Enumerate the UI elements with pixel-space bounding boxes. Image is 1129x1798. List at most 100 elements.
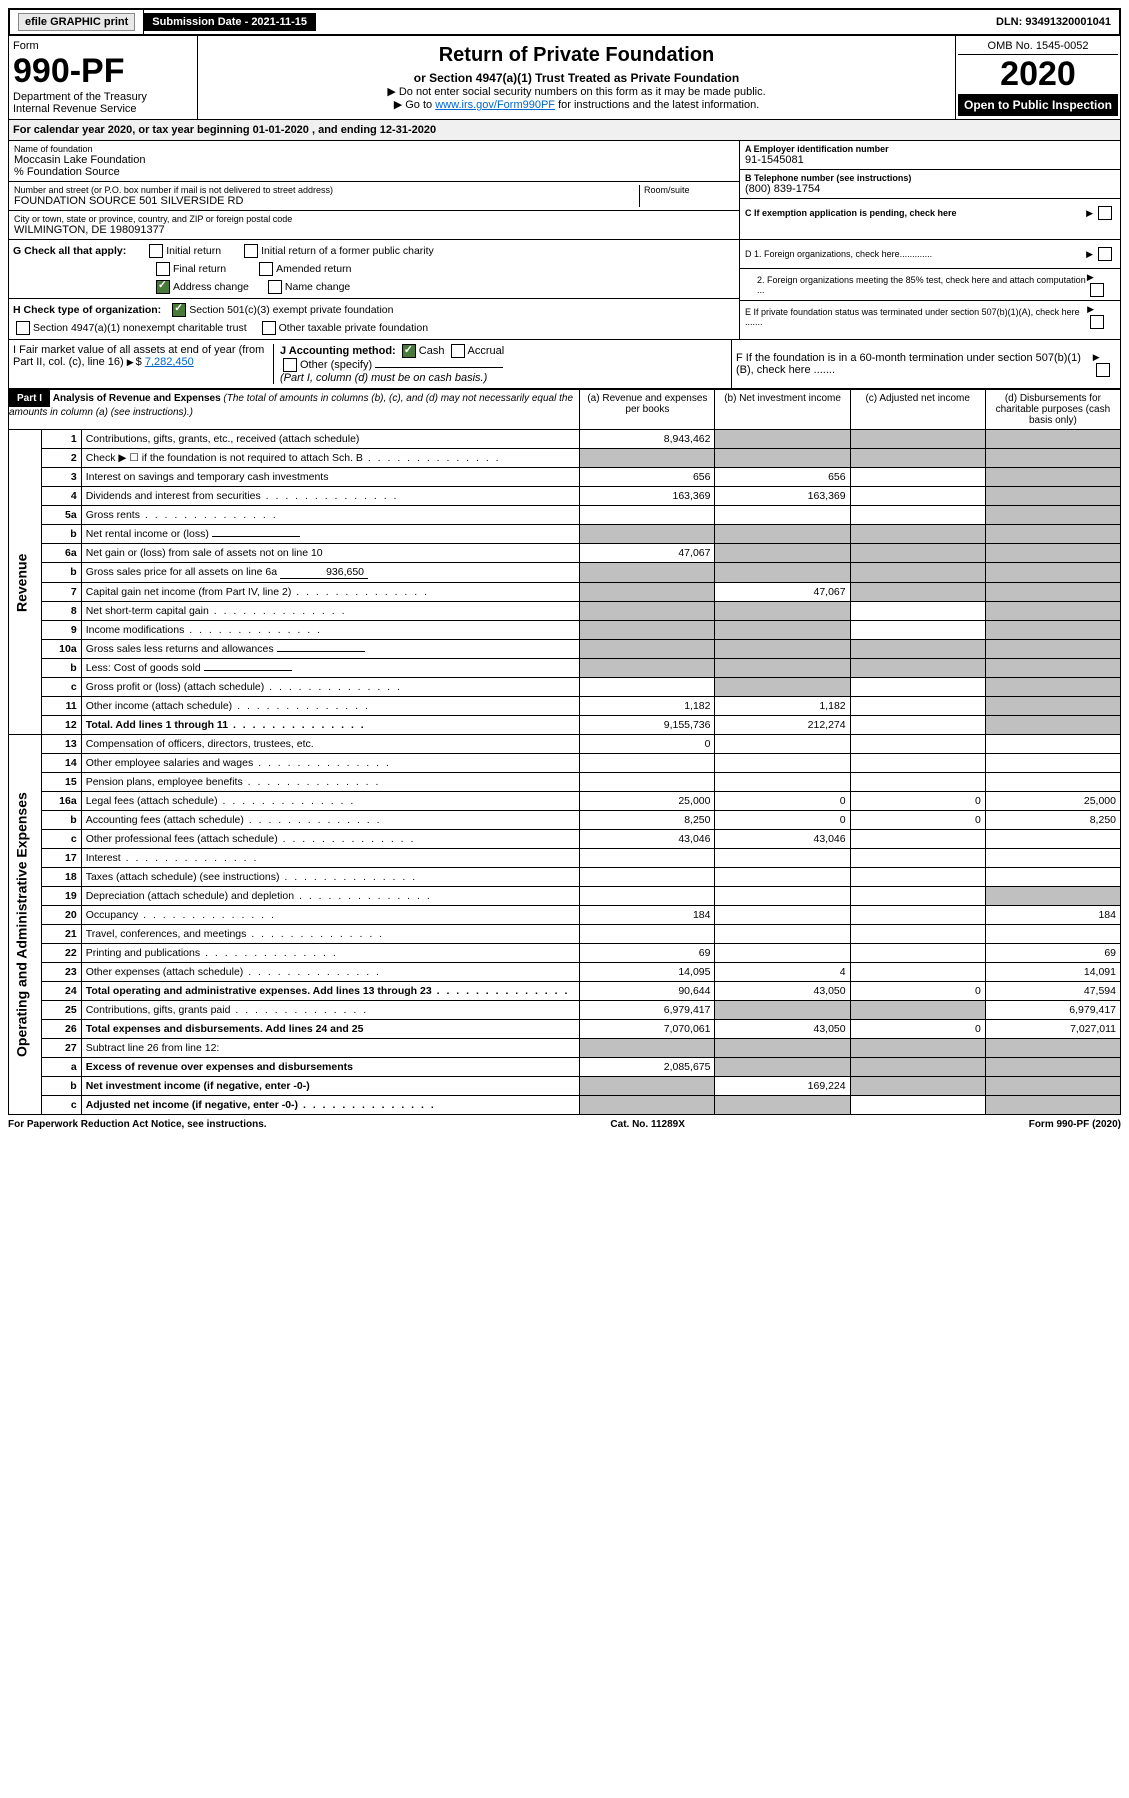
ein-cell: A Employer identification number 91-1545… <box>740 141 1120 170</box>
row-val-b <box>715 659 850 678</box>
table-row: 16aLegal fees (attach schedule)25,000002… <box>9 792 1121 811</box>
row-desc: Other income (attach schedule) <box>81 697 580 716</box>
initial-return-checkbox[interactable] <box>149 244 163 258</box>
row-number: 11 <box>41 697 81 716</box>
row-val-d <box>985 1096 1120 1115</box>
row-desc: Less: Cost of goods sold <box>81 659 580 678</box>
row-val-a <box>580 621 715 640</box>
address-change-checkbox[interactable] <box>156 280 170 294</box>
row-desc: Net investment income (if negative, ente… <box>81 1077 580 1096</box>
foundation-info: Name of foundation Moccasin Lake Foundat… <box>8 141 1121 240</box>
final-return-checkbox[interactable] <box>156 262 170 276</box>
table-row: 26Total expenses and disbursements. Add … <box>9 1020 1121 1039</box>
exemption-checkbox[interactable] <box>1098 206 1112 220</box>
row-number: b <box>41 525 81 544</box>
other-taxable-checkbox[interactable] <box>262 321 276 335</box>
row-desc: Excess of revenue over expenses and disb… <box>81 1058 580 1077</box>
row-val-d <box>985 1039 1120 1058</box>
efile-print-button[interactable]: efile GRAPHIC print <box>10 10 144 34</box>
table-row: 8Net short-term capital gain <box>9 602 1121 621</box>
row-val-c: 0 <box>850 982 985 1001</box>
row-val-b: 47,067 <box>715 583 850 602</box>
row-number: 12 <box>41 716 81 735</box>
row-val-a <box>580 887 715 906</box>
row-val-a <box>580 602 715 621</box>
other-specify-checkbox[interactable] <box>283 358 297 372</box>
row-val-c <box>850 449 985 468</box>
row-val-b <box>715 1058 850 1077</box>
cash-checkbox[interactable] <box>402 344 416 358</box>
row-val-a: 7,070,061 <box>580 1020 715 1039</box>
row-val-d <box>985 468 1120 487</box>
phone-label: B Telephone number (see instructions) <box>745 173 911 183</box>
irs-link[interactable]: www.irs.gov/Form990PF <box>435 99 555 111</box>
row-val-b <box>715 1039 850 1058</box>
row-val-b <box>715 506 850 525</box>
f-checkbox[interactable] <box>1096 363 1110 377</box>
other-specify-label: Other (specify) <box>300 359 372 371</box>
row-val-a <box>580 563 715 583</box>
row-val-c <box>850 1001 985 1020</box>
ein-label: A Employer identification number <box>745 144 889 154</box>
row-desc: Occupancy <box>81 906 580 925</box>
paperwork-notice: For Paperwork Reduction Act Notice, see … <box>8 1119 267 1130</box>
table-row: 18Taxes (attach schedule) (see instructi… <box>9 868 1121 887</box>
table-row: bGross sales price for all assets on lin… <box>9 563 1121 583</box>
row-val-c <box>850 716 985 735</box>
d2-label: 2. Foreign organizations meeting the 85%… <box>745 275 1087 295</box>
table-row: bAccounting fees (attach schedule)8,2500… <box>9 811 1121 830</box>
row-number: 1 <box>41 430 81 449</box>
part1-title: Analysis of Revenue and Expenses <box>53 393 221 404</box>
accrual-checkbox[interactable] <box>451 344 465 358</box>
nonexempt-checkbox[interactable] <box>16 321 30 335</box>
fmv-link[interactable]: 7,282,450 <box>145 356 194 368</box>
row-val-b <box>715 525 850 544</box>
row-val-b <box>715 925 850 944</box>
inst2-pre: ▶ Go to <box>394 99 435 111</box>
row-val-c <box>850 525 985 544</box>
exemption-cell: C If exemption application is pending, c… <box>740 199 1120 227</box>
table-row: 21Travel, conferences, and meetings <box>9 925 1121 944</box>
row-val-d <box>985 1058 1120 1077</box>
table-row: cGross profit or (loss) (attach schedule… <box>9 678 1121 697</box>
row-val-a: 8,943,462 <box>580 430 715 449</box>
table-row: 10aGross sales less returns and allowanc… <box>9 640 1121 659</box>
d-e-col: D 1. Foreign organizations, check here..… <box>739 240 1120 339</box>
row-val-b: 43,050 <box>715 1020 850 1039</box>
d1-checkbox[interactable] <box>1098 247 1112 261</box>
form-number-box: Form 990-PF Department of the Treasury I… <box>9 36 198 119</box>
row-number: 20 <box>41 906 81 925</box>
form-ref: Form 990-PF (2020) <box>1029 1119 1121 1130</box>
row-val-b: 1,182 <box>715 697 850 716</box>
form-header: Form 990-PF Department of the Treasury I… <box>8 36 1121 120</box>
row-val-d: 14,091 <box>985 963 1120 982</box>
j-label: J Accounting method: <box>280 345 396 357</box>
501c3-checkbox[interactable] <box>172 303 186 317</box>
row-val-a: 184 <box>580 906 715 925</box>
g-label: G Check all that apply: <box>13 245 126 257</box>
part1-label: Part I <box>9 390 50 407</box>
row-val-c <box>850 1039 985 1058</box>
row-number: 25 <box>41 1001 81 1020</box>
name-change-checkbox[interactable] <box>268 280 282 294</box>
table-row: 22Printing and publications6969 <box>9 944 1121 963</box>
row-number: b <box>41 563 81 583</box>
name-change-label: Name change <box>285 281 350 293</box>
top-bar: efile GRAPHIC print Submission Date - 20… <box>8 8 1121 36</box>
table-row: 17Interest <box>9 849 1121 868</box>
amended-return-checkbox[interactable] <box>259 262 273 276</box>
initial-former-checkbox[interactable] <box>244 244 258 258</box>
row-val-b <box>715 1001 850 1020</box>
row-val-d: 8,250 <box>985 811 1120 830</box>
form-instruction-1: ▶ Do not enter social security numbers o… <box>202 85 951 98</box>
d2-checkbox[interactable] <box>1090 283 1104 297</box>
foundation-name-cell: Name of foundation Moccasin Lake Foundat… <box>9 141 739 182</box>
row-val-d <box>985 525 1120 544</box>
row-desc: Net short-term capital gain <box>81 602 580 621</box>
e-checkbox[interactable] <box>1090 315 1104 329</box>
row-number: 8 <box>41 602 81 621</box>
row-val-c <box>850 849 985 868</box>
row-val-b <box>715 544 850 563</box>
table-row: 5aGross rents <box>9 506 1121 525</box>
table-row: 27Subtract line 26 from line 12: <box>9 1039 1121 1058</box>
